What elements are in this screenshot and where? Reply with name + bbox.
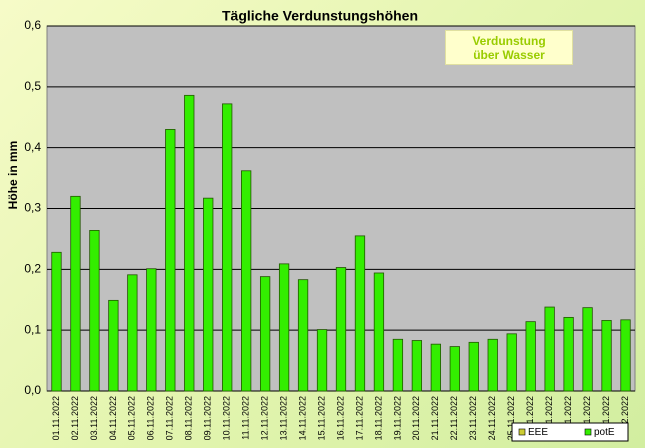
legend-label: potE [594,427,615,438]
bar [392,338,404,392]
legend-swatch [584,428,592,436]
bar [241,170,252,392]
x-tick-label: 18.11.2022 [373,396,383,440]
bar [354,235,366,392]
x-tick-label: 14.11.2022 [297,396,307,440]
bar [620,319,631,392]
x-tick-label: 23.11.2022 [468,396,478,440]
bar [89,229,100,392]
legend-label: EEE [528,427,548,438]
x-tick-label: 05.11.2022 [127,396,137,440]
bar [259,276,271,392]
y-tick-label: 0,5 [24,79,41,93]
x-tick-label: 29.11.2022 [582,396,592,440]
x-tick-label: 07.11.2022 [165,396,175,440]
x-tick-label: 21.11.2022 [430,396,440,440]
x-tick-label: 20.11.2022 [411,396,421,440]
x-tick-label: 03.11.2022 [89,396,99,440]
bar [127,274,138,392]
x-tick-label: 12.11.2022 [260,396,270,440]
annotation: Verdunstung über Wasser [445,30,573,65]
x-tick-label: 01.11.2022 [51,396,61,440]
bar [108,299,119,392]
bar [506,333,517,392]
bar [297,279,309,392]
x-tick-label: 01.12.2022 [620,396,630,441]
bar [525,321,536,392]
y-tick-label: 0,6 [24,18,41,32]
x-tick-label: 09.11.2022 [203,396,213,440]
y-tick-label: 0,3 [24,201,41,215]
x-tick-label: 04.11.2022 [108,396,118,440]
x-tick-label: 19.11.2022 [392,396,402,440]
bar [335,267,347,392]
legend-swatch [518,428,526,436]
x-tick-label: 15.11.2022 [316,396,326,440]
bar [544,306,555,392]
bar [70,195,81,392]
x-tick-label: 08.11.2022 [184,396,194,440]
bar [222,103,233,392]
bar [411,340,423,392]
x-tick-label: 02.11.2022 [70,396,80,440]
bar [316,329,328,392]
x-tick-label: 06.11.2022 [146,396,156,440]
bar [373,272,385,392]
chart-title: Tägliche Verdunstungshöhen [222,8,418,24]
bar [563,316,574,392]
legend-box [511,422,629,442]
x-tick-label: 26.11.2022 [525,396,535,440]
x-tick-label: 17.11.2022 [354,396,364,440]
x-tick-label: 10.11.2022 [222,396,232,440]
y-axis-label: Höhe in mm [6,141,20,210]
x-tick-label: 30.11.2022 [601,396,611,440]
bar [449,346,460,392]
x-tick-label: 25.11.2022 [506,396,516,440]
x-tick-label: 24.11.2022 [487,396,497,440]
y-tick-label: 0,1 [24,322,41,336]
x-tick-label: 22.11.2022 [449,396,459,440]
y-tick-label: 0,4 [24,140,41,154]
y-tick-label: 0,2 [24,262,41,276]
bar [165,129,176,392]
bar [184,94,195,392]
x-tick-label: 28.11.2022 [563,396,573,440]
x-tick-label: 11.11.2022 [241,396,251,440]
bar [203,197,214,392]
bar [582,307,593,392]
x-tick-label: 13.11.2022 [278,396,288,440]
bar [278,263,290,392]
x-tick-label: 27.11.2022 [544,396,554,440]
bar [487,338,498,392]
bar [146,268,157,392]
bar [430,343,441,392]
bar [468,341,479,392]
bar [601,320,612,392]
x-tick-label: 16.11.2022 [335,396,345,440]
bar [51,251,62,392]
y-tick-label: 0,0 [24,383,41,397]
